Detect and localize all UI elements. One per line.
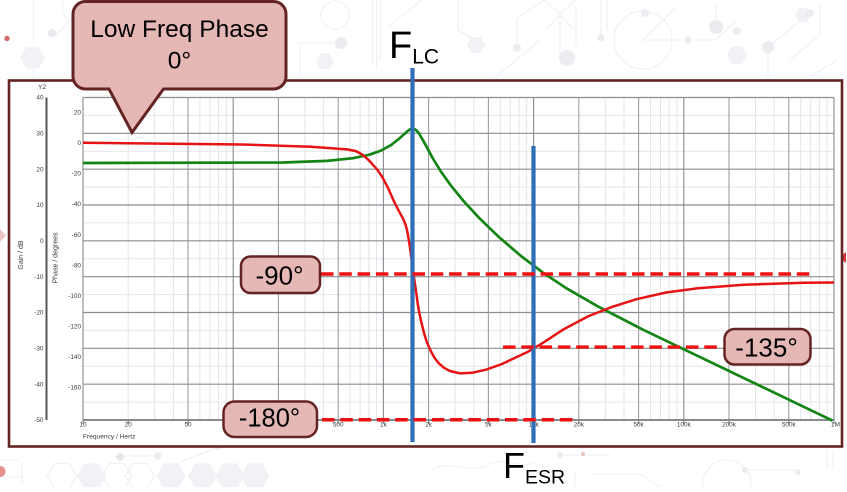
- svg-text:20: 20: [36, 166, 44, 173]
- svg-text:-90°: -90°: [256, 261, 304, 291]
- svg-text:-120: -120: [68, 323, 81, 330]
- svg-text:-50: -50: [34, 417, 44, 424]
- svg-text:Low Freq Phase: Low Freq Phase: [90, 16, 268, 43]
- svg-text:-160: -160: [68, 384, 81, 391]
- svg-text:-20: -20: [34, 310, 44, 317]
- svg-text:1M: 1M: [831, 422, 840, 429]
- svg-text:10: 10: [79, 422, 87, 429]
- svg-text:-180°: -180°: [239, 405, 300, 433]
- svg-text:Frequency / Hertz: Frequency / Hertz: [83, 434, 135, 441]
- svg-text:-10: -10: [34, 274, 44, 281]
- svg-text:500k: 500k: [782, 422, 797, 429]
- svg-text:0: 0: [77, 140, 81, 147]
- svg-text:0: 0: [40, 238, 44, 245]
- svg-text:-100: -100: [68, 293, 81, 300]
- svg-text:10: 10: [36, 202, 44, 209]
- svg-text:-140: -140: [68, 354, 81, 361]
- svg-text:100k: 100k: [677, 422, 692, 429]
- svg-text:-40: -40: [34, 381, 44, 388]
- svg-text:30: 30: [36, 131, 44, 138]
- svg-text:20k: 20k: [574, 422, 585, 429]
- svg-text:20: 20: [125, 422, 133, 429]
- svg-text:5k: 5k: [485, 422, 493, 429]
- svg-text:-40: -40: [72, 201, 82, 208]
- svg-text:1k: 1k: [380, 422, 388, 429]
- svg-text:Phase / degrees: Phase / degrees: [53, 232, 60, 283]
- svg-text:50: 50: [184, 422, 192, 429]
- svg-text:Y2: Y2: [38, 84, 46, 91]
- svg-text:-80: -80: [72, 262, 82, 269]
- svg-text:Gain / dB: Gain / dB: [18, 240, 25, 270]
- svg-text:0°: 0°: [168, 48, 191, 75]
- svg-text:-135°: -135°: [735, 333, 797, 363]
- svg-text:200k: 200k: [722, 422, 737, 429]
- svg-text:500: 500: [333, 422, 344, 429]
- svg-text:2k: 2k: [425, 422, 433, 429]
- svg-text:20: 20: [74, 110, 82, 117]
- svg-text:-60: -60: [72, 232, 82, 239]
- svg-text:50k: 50k: [633, 422, 644, 429]
- svg-text:-30: -30: [34, 346, 44, 353]
- svg-text:40: 40: [36, 95, 44, 102]
- svg-text:-20: -20: [72, 171, 82, 178]
